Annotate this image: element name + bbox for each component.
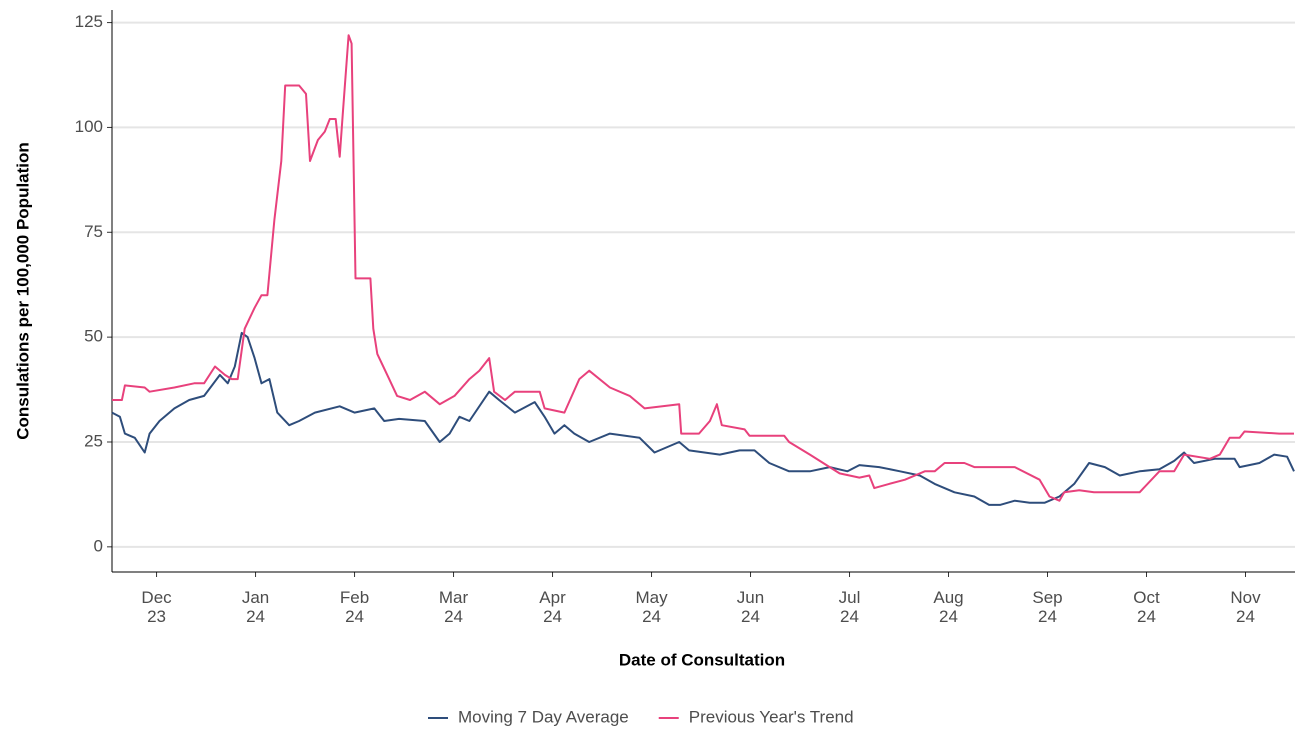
x-tick-label: Jul 24 xyxy=(839,588,861,626)
x-tick-label: Sep 24 xyxy=(1032,588,1062,626)
x-tick-label: Feb 24 xyxy=(340,588,369,626)
y-tick-label: 50 xyxy=(84,327,103,346)
line-series xyxy=(112,34,1294,502)
y-axis-title: Consulations per 100,000 Population xyxy=(13,142,32,440)
y-tick-label: 100 xyxy=(75,117,103,136)
x-tick-label: May 24 xyxy=(635,588,668,626)
x-axis-title: Date of Consultation xyxy=(619,650,785,669)
y-tick-label: 25 xyxy=(84,431,103,450)
x-tick-label: Oct 24 xyxy=(1133,588,1160,626)
y-tick-label: 75 xyxy=(84,222,103,241)
x-tick-label: Mar 24 xyxy=(439,588,469,626)
legend-label: Previous Year's Trend xyxy=(689,707,854,726)
x-tick-label: Jan 24 xyxy=(242,588,269,626)
y-tick-label: 125 xyxy=(75,12,103,31)
y-tick-label: 0 xyxy=(94,536,103,555)
line-series xyxy=(111,331,1295,506)
x-tick-label: Nov 24 xyxy=(1230,588,1261,626)
x-tick-label: Jun 24 xyxy=(737,588,764,626)
legend-label: Moving 7 Day Average xyxy=(458,707,629,726)
x-tick-label: Dec 23 xyxy=(141,588,172,626)
x-tick-label: Apr 24 xyxy=(539,588,566,626)
x-tick-label: Aug 24 xyxy=(933,588,963,626)
